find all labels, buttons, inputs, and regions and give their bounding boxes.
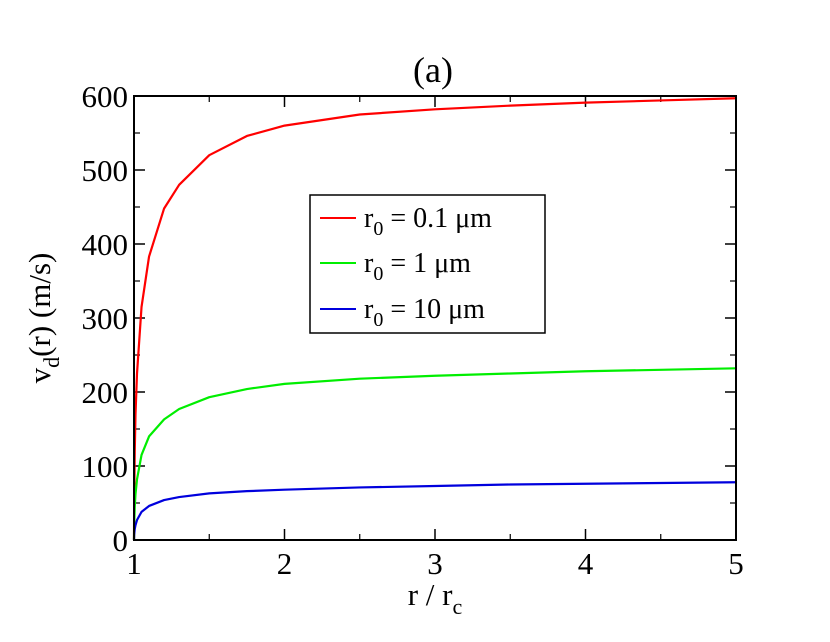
y-axis-label-rest: (r) (m/s) (22, 253, 57, 357)
x-tick-label: 5 (728, 546, 744, 581)
legend-entry-2-pre: r (364, 294, 374, 325)
legend-entry-2-sub: 0 (373, 309, 383, 331)
x-tick-label: 1 (126, 546, 142, 581)
legend-entry-0-pre: r (364, 203, 374, 234)
legend-entry-1-post: = 1 μm (383, 248, 471, 279)
x-tick-label: 4 (578, 546, 594, 581)
x-axis-label-sub: c (453, 594, 463, 619)
y-axis-label-base: v (22, 367, 57, 383)
tick-labels: 1 2 3 4 5 0 100 200 300 400 500 600 (82, 79, 744, 581)
series-line-1 (132, 367, 737, 541)
x-axis-label: r / rc (408, 577, 463, 619)
legend-entry-2: r0 = 10 μm (364, 294, 485, 331)
y-tick-label: 600 (82, 79, 129, 114)
y-axis-label: vd(r) (m/s) (22, 253, 64, 384)
legend-entry-0-sub: 0 (373, 218, 383, 240)
y-tick-label: 0 (113, 523, 129, 558)
legend: r0 = 0.1 μm r0 = 1 μm r0 = 10 μm (309, 194, 546, 334)
legend-entry-0: r0 = 0.1 μm (364, 203, 492, 240)
series-lines (132, 97, 737, 541)
chart-title: (a) (413, 50, 453, 90)
y-axis-label-sub: d (39, 357, 64, 368)
y-tick-label: 500 (82, 153, 129, 188)
x-tick-label: 3 (427, 546, 443, 581)
legend-entry-2-post: = 10 μm (383, 294, 485, 325)
series-line-0 (132, 97, 737, 541)
y-tick-label: 400 (82, 227, 129, 262)
legend-entry-1-sub: 0 (373, 263, 383, 285)
y-tick-label: 100 (82, 449, 129, 484)
x-axis-label-base: r / r (408, 577, 453, 612)
legend-entry-1-pre: r (364, 248, 374, 279)
x-tick-label: 2 (277, 546, 293, 581)
plot-frame (133, 95, 737, 541)
series-line-2 (132, 481, 737, 541)
legend-entry-1: r0 = 1 μm (364, 248, 471, 285)
y-tick-label: 200 (82, 375, 129, 410)
legend-entry-0-post: = 0.1 μm (383, 203, 492, 234)
y-tick-label: 300 (82, 301, 129, 336)
